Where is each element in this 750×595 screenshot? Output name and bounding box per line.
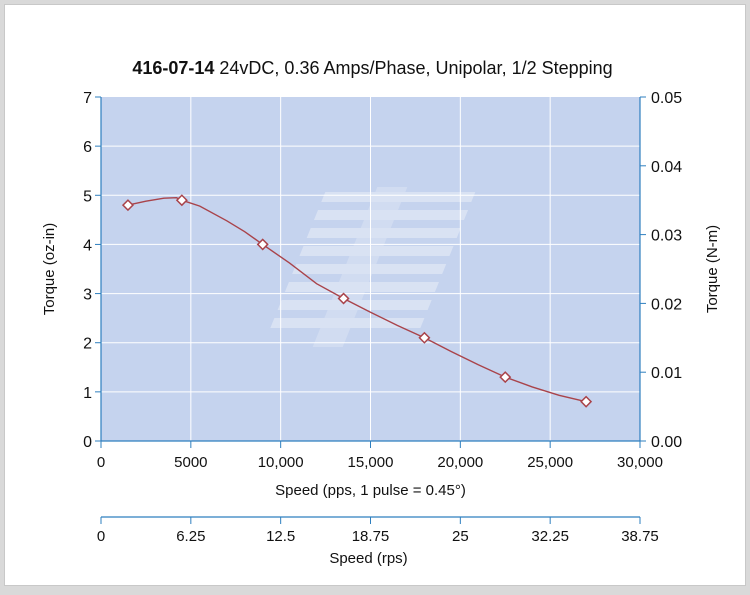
- data-point-marker: [580, 395, 593, 408]
- watermark-stripe: [277, 300, 432, 310]
- y2-tick-label: 0.01: [651, 365, 682, 382]
- series-layer: [121, 194, 593, 408]
- x-tick-label: 30,000: [617, 454, 663, 471]
- data-point-marker: [337, 292, 350, 305]
- watermark-shape: [270, 187, 476, 347]
- data-point-marker: [499, 371, 512, 384]
- title-model: 416-07-14: [132, 58, 214, 78]
- y-tick-label: 2: [83, 336, 92, 353]
- tick-labels: 0 5000 10,000 15,000 20,000 25,000 30,000 0 1 2 3 4…: [83, 90, 682, 545]
- torque-speed-chart: 0 5000 10,000 15,000 20,000 25,000 30,000 0 1 2 3 4…: [41, 58, 721, 567]
- y-tick-label: 6: [83, 139, 92, 156]
- data-point-marker: [175, 194, 188, 207]
- y2-tick-label: 0.03: [651, 228, 682, 245]
- x-tick-label: 5000: [174, 454, 207, 471]
- y-axis-label-left: Torque (oz-in): [41, 223, 58, 316]
- y2-tick-label: 0.00: [651, 434, 682, 451]
- x-axis-label: Speed (pps, 1 pulse = 0.45°): [275, 482, 466, 499]
- y-tick-label: 4: [83, 237, 92, 254]
- y-tick-label: 0: [83, 434, 92, 451]
- x2-tick-label: 38.75: [621, 528, 659, 545]
- x-tick-label: 15,000: [348, 454, 394, 471]
- secondary-x-axis-label: Speed (rps): [329, 550, 407, 567]
- title-description: 24vDC, 0.36 Amps/Phase, Unipolar, 1/2 St…: [214, 58, 612, 78]
- data-point-marker: [256, 238, 269, 251]
- data-point-marker: [418, 331, 431, 344]
- x2-tick-label: 18.75: [352, 528, 390, 545]
- y2-tick-label: 0.02: [651, 296, 682, 313]
- y-tick-label: 5: [83, 188, 92, 205]
- chart-title: 416-07-14 24vDC, 0.36 Amps/Phase, Unipol…: [132, 58, 612, 78]
- watermark-logo: [270, 187, 476, 347]
- y-tick-label: 3: [83, 287, 92, 304]
- x2-tick-label: 6.25: [176, 528, 205, 545]
- x2-tick-label: 12.5: [266, 528, 295, 545]
- watermark-stripe: [313, 210, 469, 220]
- x2-tick-label: 32.25: [531, 528, 569, 545]
- data-point-marker: [121, 199, 134, 212]
- x-tick-label: 0: [97, 454, 105, 471]
- watermark-stripe: [321, 192, 476, 202]
- watermark-stripe: [292, 264, 447, 274]
- x-tick-label: 10,000: [258, 454, 304, 471]
- y-tick-label: 7: [83, 90, 92, 107]
- y-axis-label-right: Torque (N-m): [704, 225, 721, 313]
- watermark-stripe: [284, 282, 439, 292]
- watermark-bar: [312, 187, 408, 347]
- axes: [95, 96, 646, 524]
- x-tick-label: 20,000: [437, 454, 483, 471]
- y2-tick-label: 0.05: [651, 90, 682, 107]
- x2-tick-label: 0: [97, 528, 105, 545]
- chart-frame: 0 5000 10,000 15,000 20,000 25,000 30,000 0 1 2 3 4…: [4, 4, 746, 586]
- watermark-stripe: [299, 246, 454, 256]
- x-tick-label: 25,000: [527, 454, 573, 471]
- watermark-stripe: [306, 228, 461, 238]
- y2-tick-label: 0.04: [651, 159, 682, 176]
- x2-tick-label: 25: [452, 528, 469, 545]
- y-tick-label: 1: [83, 385, 92, 402]
